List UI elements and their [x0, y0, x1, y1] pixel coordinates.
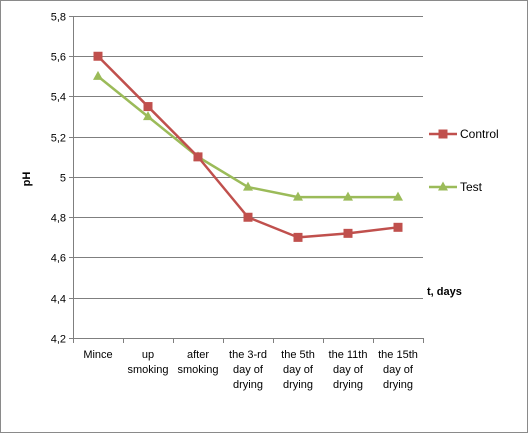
y-tick-label: 5,2 — [51, 133, 66, 145]
y-axis-label: pH — [21, 172, 33, 187]
y-tick-label: 4,2 — [51, 334, 66, 346]
x-tick-label: the 5th day of drying — [281, 349, 315, 391]
y-tick-label: 5,6 — [51, 52, 66, 64]
y-tick-label: 4,6 — [51, 253, 66, 265]
data-point-control — [293, 232, 303, 242]
x-tick-label: the 15th day of drying — [378, 349, 418, 391]
legend-label-control: Control — [460, 127, 499, 141]
data-point-control — [243, 212, 253, 222]
data-point-test — [393, 191, 403, 201]
y-tick-label: 5,4 — [51, 92, 66, 104]
x-tick-label: up smoking — [128, 349, 169, 376]
data-point-test — [143, 111, 153, 121]
series-line-test — [97, 75, 398, 199]
data-point-control — [143, 102, 153, 112]
data-point-test — [343, 191, 353, 201]
data-point-control — [393, 222, 403, 232]
y-tick-label: 5,8 — [51, 12, 66, 24]
x-axis-label: t, days — [427, 286, 462, 298]
x-tick-label: after smoking — [178, 349, 219, 376]
x-tick-label: the 11th day of drying — [329, 349, 368, 391]
legend-marker-control — [438, 129, 448, 139]
x-tick-label: the 3-rd day of drying — [229, 349, 267, 391]
data-point-control — [343, 228, 353, 238]
y-tick-label: 4,8 — [51, 213, 66, 225]
y-tick-label: 5 — [60, 173, 66, 185]
legend-label-test: Test — [460, 180, 483, 194]
legend-item-control: Control — [429, 127, 499, 141]
data-point-control — [193, 152, 203, 162]
data-point-control — [93, 51, 103, 61]
data-point-test — [93, 70, 103, 80]
data-point-test — [243, 181, 253, 191]
y-tick-label: 4,4 — [51, 294, 66, 306]
series-line-control — [97, 55, 399, 239]
data-point-test — [293, 191, 303, 201]
legend-item-test: Test — [429, 180, 483, 194]
x-tick-label: Mince — [83, 349, 112, 361]
legend-marker-test — [438, 181, 448, 191]
